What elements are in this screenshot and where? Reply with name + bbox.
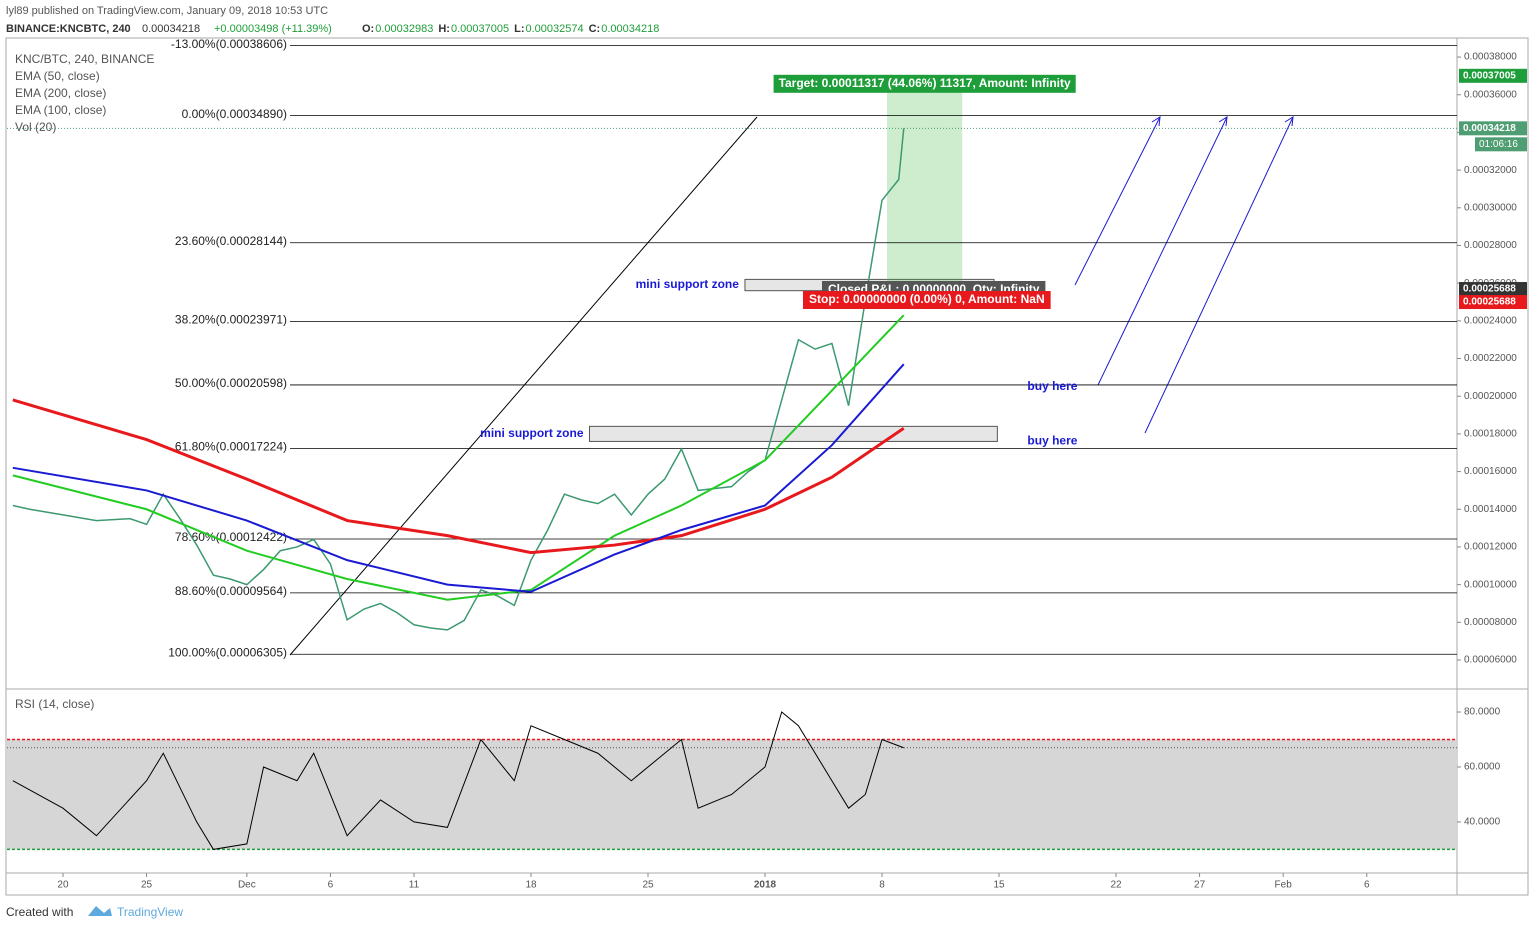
rsi-title: RSI (14, close)	[15, 697, 94, 711]
zone-label: mini support zone	[480, 426, 584, 440]
zone-label: mini support zone	[636, 277, 740, 291]
logo	[88, 906, 112, 916]
fib-label: -13.00%(0.00038606)	[171, 37, 287, 51]
fib-label: 88.60%(0.00009564)	[175, 584, 287, 598]
x-tick-label: Dec	[238, 880, 256, 891]
y-tick-label: 0.00038000	[1464, 52, 1517, 63]
ohlc-key: C:	[589, 23, 601, 35]
x-tick-label: Feb	[1275, 880, 1293, 891]
y-tick-label: 0.00014000	[1464, 504, 1517, 515]
ohlc-value: 0.00034218	[601, 23, 659, 35]
ema-line	[12, 363, 905, 593]
last: 0.00034218	[142, 23, 200, 35]
y-tick-label: 0.00022000	[1464, 353, 1517, 364]
x-tick-label: 8	[879, 880, 885, 891]
target-zone	[887, 75, 963, 290]
x-tick-label: 27	[1194, 880, 1206, 891]
price-tag-label: 0.00037005	[1463, 70, 1516, 81]
fib-label: 78.60%(0.00012422)	[175, 530, 287, 544]
y-tick-label: 0.00020000	[1464, 391, 1517, 402]
countdown: 01:06:16	[1479, 139, 1518, 150]
frame	[5, 37, 1529, 896]
price-tag	[1459, 295, 1527, 310]
y-tick-label: 0.00024000	[1464, 315, 1517, 326]
ohlc-value: 0.00037005	[451, 23, 509, 35]
price-tag-label: 0.00034218	[1463, 123, 1516, 134]
change: +0.00003498 (+11.39%)	[214, 23, 332, 35]
stop-box	[803, 291, 1051, 309]
ema-line	[12, 314, 905, 601]
support-zone	[589, 425, 998, 442]
fib-label: 100.00%(0.00006305)	[168, 645, 287, 659]
y-tick-label: 0.00010000	[1464, 579, 1517, 590]
x-tick-label: 25	[141, 880, 153, 891]
arrows	[1074, 116, 1294, 434]
volume-label: Vol (20)	[15, 120, 56, 134]
y-tick-label: 0.00030000	[1464, 202, 1517, 213]
price-tag	[1459, 121, 1527, 136]
created-with: Created with	[6, 905, 73, 919]
x-tick-label: 22	[1110, 880, 1122, 891]
price-tag	[1459, 68, 1527, 83]
price-line	[12, 128, 905, 631]
brand: TradingView	[117, 905, 183, 919]
y-tick-label: 0.00018000	[1464, 429, 1517, 440]
countdown-tag	[1475, 137, 1527, 152]
legend-entry: EMA (200, close)	[15, 86, 106, 100]
y-tick-label: 0.00032000	[1464, 165, 1517, 176]
y-tick-label: 0.00006000	[1464, 655, 1517, 666]
legend-entry: EMA (50, close)	[15, 69, 100, 83]
x-tick-label: 25	[642, 880, 654, 891]
legend-entry: KNC/BTC, 240, BINANCE	[15, 52, 154, 66]
ohlc-key: H:	[438, 23, 450, 35]
arrow	[1074, 116, 1161, 286]
target-label: Target: 0.00011317 (44.06%) 11317, Amoun…	[779, 76, 1071, 90]
target-box	[773, 74, 1076, 93]
x-tick-label: 15	[993, 880, 1005, 891]
rsi-tick-label: 60.0000	[1464, 762, 1501, 773]
x-tick-label: 6	[328, 880, 334, 891]
symbol: BINANCE:KNCBTC, 240	[6, 23, 131, 35]
annotation: buy here	[1027, 379, 1077, 393]
ohlc-key: O:	[362, 23, 374, 35]
x-tick-label: 6	[1364, 880, 1370, 891]
arrow-heads	[1151, 116, 1294, 127]
fib-label: 61.80%(0.00017224)	[175, 440, 287, 454]
ohlc-value: 0.00032574	[525, 23, 583, 35]
ohlc-key: L:	[514, 23, 524, 35]
y-tick-label: 0.00012000	[1464, 542, 1517, 553]
fib-label: 50.00%(0.00020598)	[175, 376, 287, 390]
rsi-tick-label: 80.0000	[1464, 707, 1501, 718]
rsi-tick-label: 40.0000	[1464, 817, 1501, 828]
fib-label: 0.00%(0.00034890)	[182, 107, 287, 121]
y-tick-label: 0.00016000	[1464, 466, 1517, 477]
ema-line	[12, 398, 905, 555]
x-tick-label: 18	[525, 880, 537, 891]
ohlc-value: 0.00032983	[375, 23, 433, 35]
y-tick-label: 0.00008000	[1464, 617, 1517, 628]
x-tick-label: 20	[57, 880, 69, 891]
x-tick-label: 11	[409, 880, 420, 891]
annotation: buy here	[1027, 434, 1077, 448]
y-tick-label: 0.00028000	[1464, 240, 1517, 251]
arrow	[1144, 116, 1294, 434]
price-tag-label: 0.00025688	[1463, 284, 1516, 295]
price-tag	[1459, 282, 1527, 297]
fib-label: 38.20%(0.00023971)	[175, 313, 287, 327]
fib-label: 23.60%(0.00028144)	[175, 234, 287, 248]
arrow	[1097, 116, 1228, 386]
x-tick-label: 2018	[754, 880, 777, 891]
published: lyl89 published on TradingView.com, Janu…	[6, 5, 328, 17]
price-tag-label: 0.00025688	[1463, 297, 1516, 308]
stop-label: Stop: 0.00000000 (0.00%) 0, Amount: NaN	[809, 292, 1045, 306]
rsi-line	[12, 711, 904, 850]
legend-entry: EMA (100, close)	[15, 103, 106, 117]
y-tick-label: 0.00036000	[1464, 89, 1517, 100]
